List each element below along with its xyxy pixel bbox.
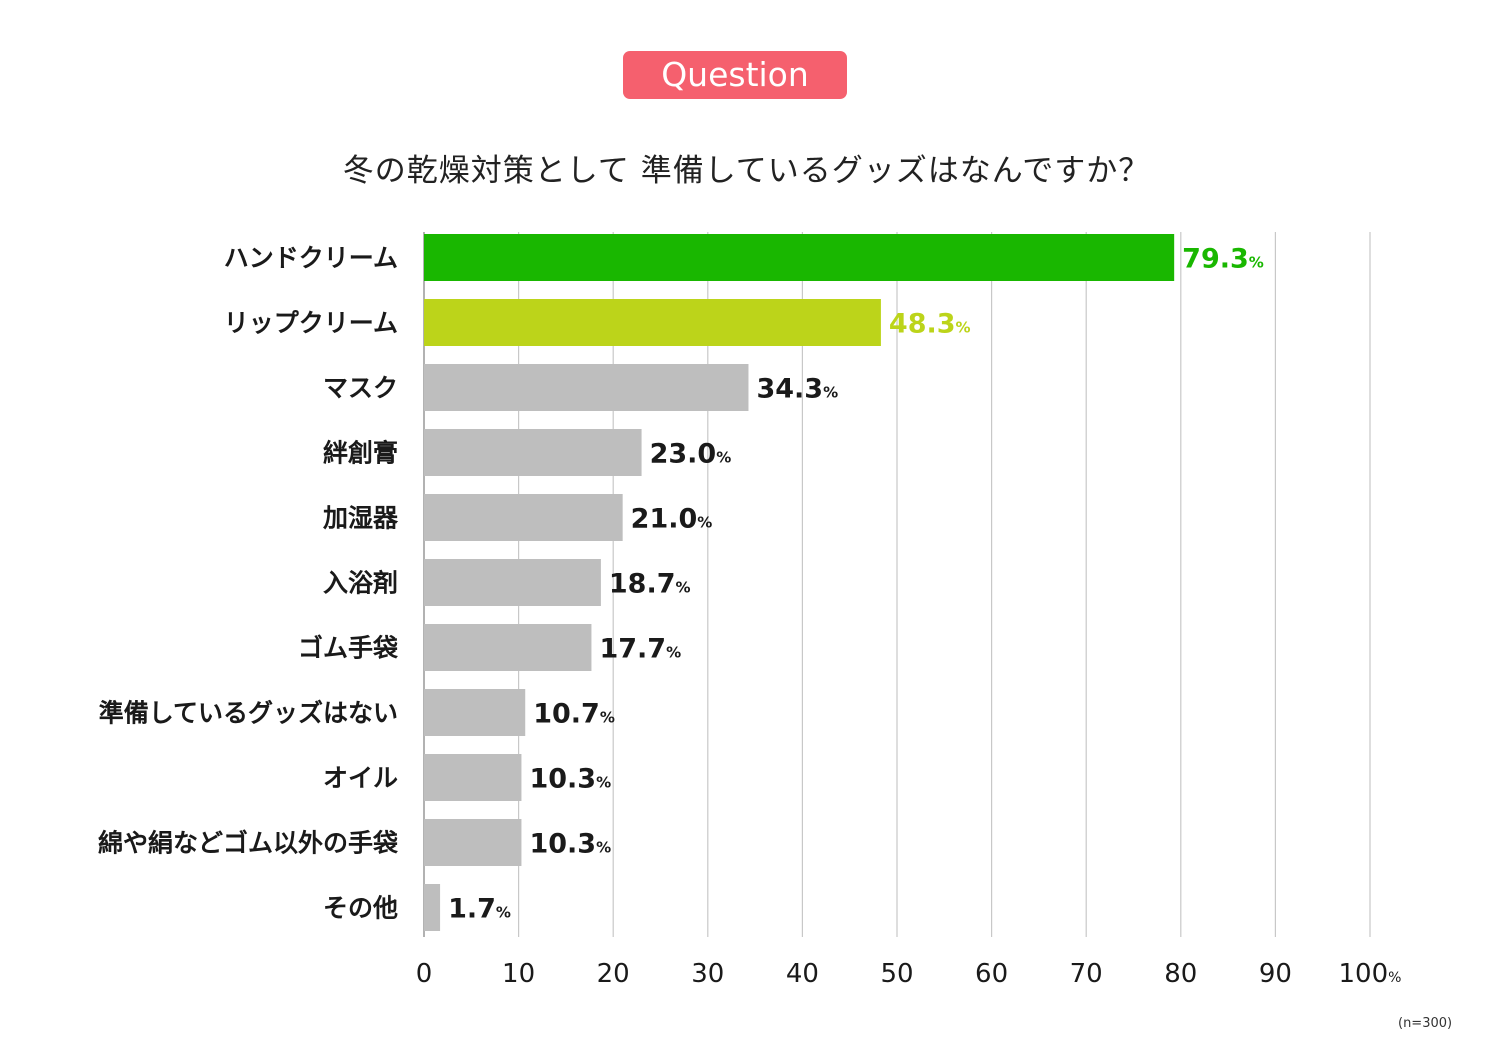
category-label: 加湿器 [322, 504, 399, 533]
value-label: 21.0% [631, 504, 713, 535]
x-tick-label: 80 [1164, 959, 1197, 989]
value-label: 10.3% [529, 764, 611, 795]
value-number: 10.7 [533, 699, 600, 730]
value-unit: % [600, 709, 615, 727]
bar [424, 429, 642, 476]
category-label: オイル [323, 764, 398, 793]
x-tick-label: 40 [786, 959, 819, 989]
label-layer: ハンドクリーム 79.3% リップクリーム 48.3% マスク 34.3% 絆創膏 23.0%… [98, 244, 1264, 925]
value-label: 23.0% [650, 439, 732, 470]
value-label: 1.7% [448, 894, 511, 925]
value-unit: % [496, 904, 511, 922]
bar-layer [424, 234, 1175, 931]
value-number: 10.3 [529, 764, 596, 795]
value-number: 23.0 [650, 439, 717, 470]
x-tick-label: 0 [416, 959, 433, 989]
value-label: 34.3% [756, 374, 838, 405]
value-label: 79.3% [1182, 244, 1264, 275]
value-unit: % [716, 449, 731, 467]
x-tick-label: 30 [691, 959, 724, 989]
value-number: 1.7 [448, 894, 496, 925]
bar [424, 364, 749, 411]
value-label: 10.3% [529, 829, 611, 860]
x-tick-label: 100% [1339, 959, 1402, 989]
value-number: 21.0 [631, 504, 698, 535]
value-unit: % [956, 319, 971, 337]
value-unit: % [823, 384, 838, 402]
bar [424, 884, 441, 931]
bar [424, 559, 601, 606]
x-tick-label: 20 [597, 959, 630, 989]
bar [424, 689, 526, 736]
category-label: 綿や絹などゴム以外の手袋 [98, 829, 399, 858]
value-label: 18.7% [609, 569, 691, 600]
value-label: 17.7% [599, 634, 681, 665]
value-number: 18.7 [609, 569, 676, 600]
category-label: 準備しているグッズはない [99, 699, 398, 728]
bar [424, 234, 1175, 281]
x-tick-label: 70 [1070, 959, 1103, 989]
x-axis-unit: % [1388, 970, 1401, 986]
value-number: 34.3 [756, 374, 823, 405]
value-unit: % [1249, 254, 1264, 272]
bar [424, 299, 881, 346]
value-unit: % [596, 774, 611, 792]
category-label: リップクリーム [224, 309, 398, 338]
bar [424, 819, 522, 866]
category-label: ハンドクリーム [224, 244, 398, 273]
question-title: 冬の乾燥対策として 準備しているグッズはなんですか？ [342, 153, 1151, 189]
sample-size-note: (n=300) [1398, 1016, 1453, 1031]
category-label: 入浴剤 [323, 569, 398, 598]
x-tick-label: 50 [880, 959, 913, 989]
value-number: 10.3 [529, 829, 596, 860]
question-badge: Question [623, 51, 847, 99]
category-label: その他 [323, 894, 398, 923]
value-unit: % [666, 644, 681, 662]
value-label: 48.3% [889, 309, 971, 340]
bar [424, 494, 623, 541]
value-unit: % [697, 514, 712, 532]
category-label: ゴム手袋 [298, 634, 399, 663]
value-number: 17.7 [599, 634, 666, 665]
x-tick-label: 90 [1259, 959, 1292, 989]
value-label: 10.7% [533, 699, 615, 730]
x-tick-label: 10 [502, 959, 535, 989]
value-unit: % [676, 579, 691, 597]
bar [424, 624, 592, 671]
value-unit: % [596, 839, 611, 857]
category-label: 絆創膏 [323, 439, 398, 468]
bar [424, 754, 522, 801]
value-number: 79.3 [1182, 244, 1249, 275]
category-label: マスク [323, 374, 398, 403]
x-tick-label: 60 [975, 959, 1008, 989]
value-number: 48.3 [889, 309, 956, 340]
